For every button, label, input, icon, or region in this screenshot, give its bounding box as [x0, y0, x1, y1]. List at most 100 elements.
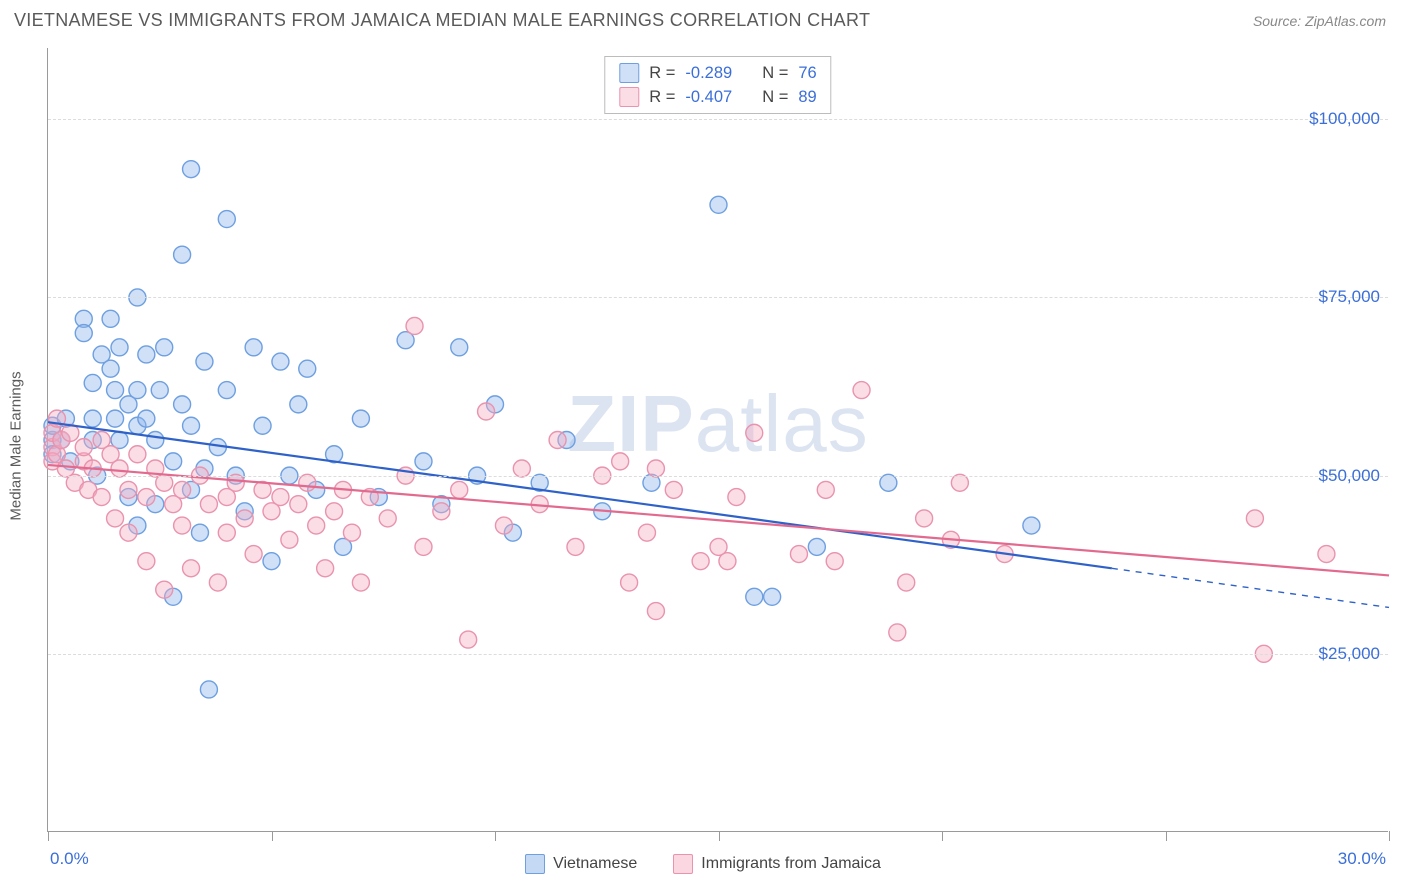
- footer-legend-item: Immigrants from Jamaica: [673, 854, 881, 874]
- data-point: [183, 161, 200, 178]
- data-point: [460, 631, 477, 648]
- legend-label: Immigrants from Jamaica: [701, 855, 881, 873]
- data-point: [1246, 510, 1263, 527]
- gridline: [48, 119, 1388, 120]
- y-tick-label: $25,000: [1319, 644, 1380, 664]
- x-tick: [495, 831, 496, 841]
- data-point: [916, 510, 933, 527]
- data-point: [951, 474, 968, 491]
- data-point: [138, 489, 155, 506]
- data-point: [889, 624, 906, 641]
- stat-r-label: R =: [649, 88, 675, 107]
- data-point: [138, 346, 155, 363]
- data-point: [272, 489, 289, 506]
- data-point: [281, 531, 298, 548]
- data-point: [826, 553, 843, 570]
- y-tick-label: $75,000: [1319, 287, 1380, 307]
- data-point: [746, 588, 763, 605]
- stats-legend-row: R =-0.407N =89: [619, 85, 816, 109]
- legend-swatch: [525, 854, 545, 874]
- data-point: [183, 560, 200, 577]
- data-point: [120, 524, 137, 541]
- y-tick-label: $50,000: [1319, 466, 1380, 486]
- data-point: [290, 396, 307, 413]
- legend-label: Vietnamese: [553, 855, 637, 873]
- x-tick: [942, 831, 943, 841]
- data-point: [549, 432, 566, 449]
- data-point: [299, 360, 316, 377]
- x-tick: [719, 831, 720, 841]
- data-point: [218, 382, 235, 399]
- data-point: [415, 453, 432, 470]
- data-point: [746, 424, 763, 441]
- data-point: [451, 339, 468, 356]
- stats-legend: R =-0.289N =76R =-0.407N =89: [604, 56, 831, 114]
- data-point: [218, 211, 235, 228]
- data-point: [156, 474, 173, 491]
- data-point: [728, 489, 745, 506]
- y-axis-title: Median Male Earnings: [8, 371, 25, 520]
- data-point: [245, 339, 262, 356]
- footer-legend: Vietnamese Immigrants from Jamaica: [0, 854, 1406, 874]
- data-point: [174, 481, 191, 498]
- data-point: [880, 474, 897, 491]
- data-point: [647, 603, 664, 620]
- stat-r-value: -0.289: [685, 64, 732, 83]
- data-point: [165, 453, 182, 470]
- legend-swatch: [619, 87, 639, 107]
- data-point: [156, 339, 173, 356]
- data-point: [138, 410, 155, 427]
- data-point: [254, 417, 271, 434]
- data-point: [200, 496, 217, 513]
- legend-swatch: [619, 63, 639, 83]
- data-point: [817, 481, 834, 498]
- data-point: [138, 553, 155, 570]
- data-point: [209, 574, 226, 591]
- footer-legend-item: Vietnamese: [525, 854, 637, 874]
- data-point: [102, 360, 119, 377]
- x-tick: [1389, 831, 1390, 841]
- data-point: [151, 382, 168, 399]
- data-point: [326, 503, 343, 520]
- data-point: [406, 317, 423, 334]
- trend-line-extrapolated: [1112, 568, 1389, 607]
- stat-r-label: R =: [649, 64, 675, 83]
- data-point: [612, 453, 629, 470]
- data-point: [638, 524, 655, 541]
- data-point: [196, 353, 213, 370]
- chart-header: VIETNAMESE VS IMMIGRANTS FROM JAMAICA ME…: [0, 0, 1406, 37]
- data-point: [415, 538, 432, 555]
- data-point: [191, 524, 208, 541]
- data-point: [290, 496, 307, 513]
- x-tick: [1166, 831, 1167, 841]
- data-point: [272, 353, 289, 370]
- data-point: [1023, 517, 1040, 534]
- data-point: [200, 681, 217, 698]
- data-point: [93, 489, 110, 506]
- data-point: [451, 481, 468, 498]
- data-point: [719, 553, 736, 570]
- data-point: [692, 553, 709, 570]
- data-point: [898, 574, 915, 591]
- gridline: [48, 297, 1388, 298]
- stat-r-value: -0.407: [685, 88, 732, 107]
- source-label: Source: ZipAtlas.com: [1253, 13, 1386, 29]
- data-point: [299, 474, 316, 491]
- stat-n-label: N =: [762, 64, 788, 83]
- data-point: [129, 382, 146, 399]
- data-point: [227, 474, 244, 491]
- data-point: [218, 524, 235, 541]
- data-point: [790, 546, 807, 563]
- y-tick-label: $100,000: [1309, 109, 1380, 129]
- x-tick: [48, 831, 49, 841]
- data-point: [107, 410, 124, 427]
- data-point: [174, 246, 191, 263]
- chart-title: VIETNAMESE VS IMMIGRANTS FROM JAMAICA ME…: [14, 10, 870, 31]
- stat-n-value: 89: [798, 88, 816, 107]
- data-point: [495, 517, 512, 534]
- data-point: [352, 574, 369, 591]
- data-point: [433, 503, 450, 520]
- data-point: [1318, 546, 1335, 563]
- data-point: [75, 325, 92, 342]
- gridline: [48, 654, 1388, 655]
